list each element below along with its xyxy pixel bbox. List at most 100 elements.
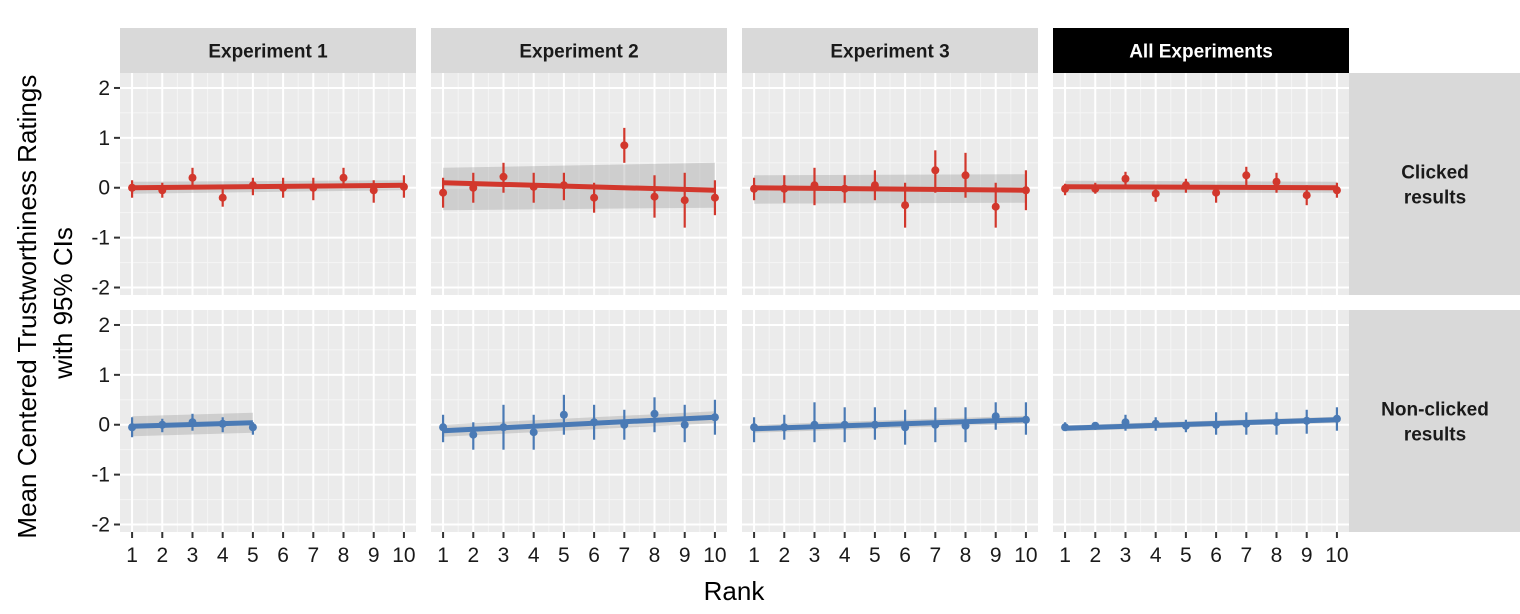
x-tick-label: 9	[368, 544, 380, 567]
fit-line	[754, 185, 1026, 193]
data-point	[650, 409, 659, 418]
x-tick-label: 8	[649, 544, 661, 567]
x-tick-label: 4	[217, 544, 229, 567]
row-strip-label: Clicked	[1401, 163, 1469, 184]
column-strip-1: Experiment 2	[431, 28, 727, 73]
series-r0-c2	[750, 150, 1030, 228]
x-tick-label: 4	[1150, 544, 1162, 567]
fit-line	[443, 180, 715, 193]
column-strip-label: Experiment 2	[519, 42, 638, 63]
panels-layer	[120, 73, 1349, 532]
data-point	[901, 201, 910, 210]
series-r1-c2	[750, 402, 1030, 445]
x-tick-label: 10	[703, 544, 726, 567]
y-tick-label: 0	[98, 177, 110, 200]
data-point	[188, 173, 197, 182]
x-tick-label: 3	[187, 544, 199, 567]
x-tick-label: 6	[899, 544, 911, 567]
data-point	[1272, 177, 1281, 186]
fit-line	[442, 414, 716, 434]
fit-line	[1065, 417, 1337, 431]
x-tick-label: 8	[960, 544, 972, 567]
fit-line	[132, 182, 404, 191]
data-point	[680, 420, 689, 429]
x-tick-label: 5	[1180, 544, 1192, 567]
y-tick-label: -2	[91, 514, 110, 537]
data-point	[710, 193, 719, 202]
x-tick-label: 7	[929, 544, 941, 567]
x-tick-label: 7	[618, 544, 630, 567]
column-strip-3: All Experiments	[1053, 28, 1349, 73]
data-point	[650, 192, 659, 201]
row-strip-0: Clicked results	[1349, 73, 1520, 295]
x-tick-label: 2	[467, 544, 479, 567]
x-tick-label: 1	[437, 544, 449, 567]
x-tick-label: 3	[809, 544, 821, 567]
x-tick-label: 5	[247, 544, 259, 567]
y-tick-label: -1	[91, 227, 110, 250]
row-strip-background	[1349, 73, 1520, 295]
x-axis-title: Rank	[704, 576, 766, 606]
data-point	[469, 430, 478, 439]
data-point	[991, 202, 1000, 211]
column-strip-label: All Experiments	[1129, 42, 1273, 63]
x-tick-label: 6	[588, 544, 600, 567]
x-tick-label: 10	[1014, 544, 1037, 567]
y-axis-title-line-2: with 95% CIs	[48, 227, 78, 380]
panel-r1-c2	[742, 310, 1038, 532]
data-point	[1212, 188, 1221, 197]
y-tick-label: 1	[98, 127, 110, 150]
column-strip-label: Experiment 1	[208, 42, 328, 63]
panel-r0-c3	[1053, 73, 1349, 295]
x-tick-label: 2	[778, 544, 790, 567]
x-tick-label: 9	[990, 544, 1002, 567]
y-tick-label: 2	[98, 77, 110, 100]
fit-line	[132, 420, 253, 429]
x-tick-label: 6	[1210, 544, 1222, 567]
y-tick-label: 0	[98, 414, 110, 437]
column-strip-background	[742, 28, 1038, 73]
x-tick-label: 7	[1240, 544, 1252, 567]
y-tick-label: 1	[98, 364, 110, 387]
data-point	[559, 410, 568, 419]
panel-r1-c3	[1053, 310, 1349, 532]
row-strip-label: Non-clicked	[1381, 400, 1489, 421]
data-point	[439, 188, 448, 197]
x-tick-label: 4	[528, 544, 540, 567]
column-strip-background	[120, 28, 416, 73]
series-r1-c1	[439, 394, 719, 450]
data-point	[529, 428, 538, 437]
data-point	[590, 193, 599, 202]
x-tick-label: 1	[126, 544, 138, 567]
series-r1-c3	[1061, 407, 1341, 435]
data-point	[931, 166, 940, 175]
series-r0-c0	[128, 167, 408, 207]
data-point	[1302, 191, 1311, 200]
column-strip-label: Experiment 3	[830, 42, 949, 63]
data-point	[369, 186, 378, 195]
x-tick-label: 9	[679, 544, 691, 567]
fit-line	[1065, 184, 1337, 191]
row-strip-label: results	[1404, 425, 1466, 446]
data-point	[499, 172, 508, 181]
row-strip-1: Non-clicked results	[1349, 310, 1520, 532]
data-point	[1121, 174, 1130, 183]
data-point	[1242, 171, 1251, 180]
x-tick-label: 7	[307, 544, 319, 567]
column-strip-2: Experiment 3	[742, 28, 1038, 73]
x-tick-label: 10	[392, 544, 415, 567]
x-tick-label: 3	[1120, 544, 1132, 567]
x-tick-label: 8	[338, 544, 350, 567]
x-tick-label: 10	[1325, 544, 1348, 567]
x-tick-label: 2	[156, 544, 168, 567]
data-point	[1151, 189, 1160, 198]
series-r0-c3	[1061, 166, 1341, 206]
series-r0-c1	[439, 127, 719, 228]
data-point	[218, 193, 227, 202]
x-tick-label: 6	[277, 544, 289, 567]
fit-line	[753, 417, 1027, 432]
y-tick-label: -2	[91, 277, 110, 300]
y-axis-title: Mean Centered Trustworthiness Ratings wi…	[12, 67, 78, 538]
